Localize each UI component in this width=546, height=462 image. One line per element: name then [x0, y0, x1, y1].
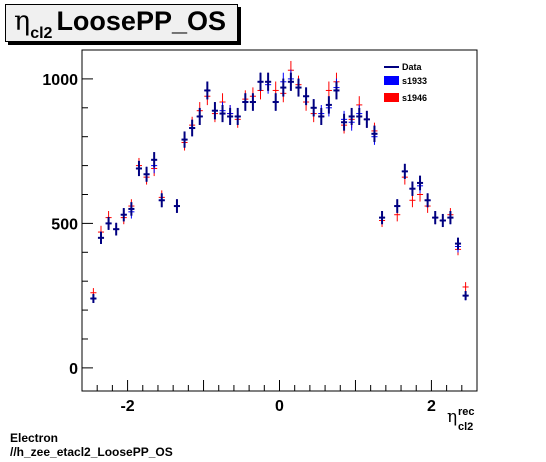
y-tick-label: 0 [69, 361, 78, 378]
data-point [447, 211, 454, 225]
data-point [432, 211, 439, 225]
data-point [128, 202, 135, 216]
data-point [363, 110, 370, 128]
data-point [409, 181, 416, 196]
data-point [272, 93, 279, 111]
data-point [105, 216, 112, 230]
data-point [143, 166, 150, 182]
data-point [454, 237, 462, 250]
data-point [135, 160, 143, 177]
data-point [462, 282, 469, 292]
data-point [318, 107, 325, 125]
x-tick-label: 0 [275, 398, 284, 415]
data-point [439, 213, 446, 228]
data-point [113, 222, 120, 236]
data-point [257, 72, 264, 91]
axis-ticks [81, 49, 478, 391]
y-tick-label: 1000 [42, 72, 78, 89]
x-axis-title-subscript: cl2 [458, 421, 473, 433]
data-point [280, 78, 287, 97]
footer-line-1: Electron [10, 431, 59, 445]
data-point [151, 152, 158, 168]
data-series [90, 60, 469, 304]
data-point [394, 199, 401, 213]
data-point [333, 81, 340, 100]
x-axis-title: η rec cl2 [447, 406, 475, 433]
data-point [401, 163, 408, 179]
data-point [242, 93, 249, 111]
data-point [204, 81, 211, 100]
data-point [416, 175, 424, 191]
data-point [90, 294, 97, 304]
axis-tick-labels: -2 0 2 0 500 1000 [42, 72, 436, 415]
data-point [181, 131, 188, 148]
data-point [303, 87, 310, 106]
data-point [424, 193, 431, 208]
data-point [158, 193, 165, 208]
data-point [348, 107, 355, 125]
y-tick-label: 500 [51, 216, 78, 233]
data-point [371, 125, 378, 143]
data-point [249, 93, 256, 111]
legend-label-s1933: s1933 [402, 76, 427, 86]
title-box: ηcl2 LoosePP_OS [5, 4, 238, 42]
data-point [97, 231, 105, 244]
x-tick-label: 2 [427, 398, 436, 415]
title-text: LoosePP_OS [56, 6, 226, 36]
legend-s1933-swatch [384, 76, 399, 85]
data-point [173, 199, 180, 213]
legend: Data s1933 s1946 [384, 62, 427, 103]
x-axis-title-superscript: rec [458, 406, 475, 418]
data-point [265, 72, 272, 91]
footer: Electron //h_zee_etacl2_LoosePP_OS [10, 431, 173, 459]
title-subscript: cl2 [30, 25, 53, 42]
data-point [234, 107, 241, 125]
legend-label-s1946: s1946 [402, 93, 427, 103]
data-point [310, 99, 317, 117]
footer-line-2: //h_zee_etacl2_LoosePP_OS [10, 445, 173, 459]
data-point [211, 102, 218, 120]
data-point [120, 208, 127, 222]
legend-s1946-swatch [384, 93, 399, 102]
data-point [227, 107, 234, 125]
data-point [189, 119, 196, 137]
x-axis-title-symbol: η [447, 407, 457, 427]
data-point [341, 113, 348, 131]
data-point [325, 96, 332, 114]
data-point [379, 211, 386, 225]
legend-label-data: Data [402, 62, 423, 72]
data-point [295, 78, 302, 97]
data-point [287, 72, 294, 91]
chart-title: ηcl2 LoosePP_OS [14, 6, 226, 42]
data-point [356, 107, 363, 125]
data-point [219, 105, 226, 123]
title-symbol: η [14, 6, 31, 37]
data-point [462, 291, 469, 301]
data-point [196, 107, 203, 125]
series-data [90, 72, 469, 304]
x-tick-label: -2 [120, 398, 134, 415]
